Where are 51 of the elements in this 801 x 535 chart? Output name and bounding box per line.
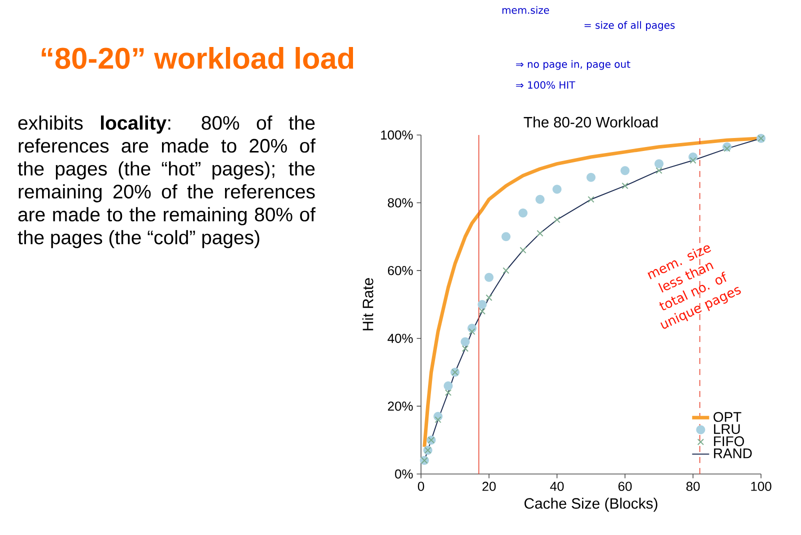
point [502, 267, 510, 274]
text: ⇒ no page in, page out [516, 60, 630, 70]
text: = size of all pages [584, 21, 675, 31]
point [654, 159, 664, 168]
point [724, 145, 730, 152]
text: exhibits locality: 80% of the references are made to 20% of the pages (the “hot” pages); the remaining 20% of the references are made to the remaining 80% of the pages (the “cold” pages) [18, 116, 316, 248]
point [478, 308, 486, 315]
text: ⇒ 100% HIT [516, 81, 576, 89]
point [518, 208, 528, 218]
point [536, 230, 544, 237]
y-tick-label: 100% [381, 130, 413, 140]
y-tick-label: 20% [388, 402, 413, 411]
x-tick-label: 20 [482, 482, 496, 491]
point [462, 345, 469, 352]
x-tick-label: 40 [550, 482, 564, 491]
point [468, 328, 476, 335]
y-tick-label: 60% [388, 266, 413, 276]
point [656, 167, 662, 174]
x-tick-label: 60 [618, 482, 632, 491]
point [586, 172, 596, 182]
point [444, 389, 452, 396]
point [554, 216, 560, 224]
y-axis-title: Hit Rate [362, 278, 374, 330]
chart-title: “80-20” workload load [42, 47, 354, 69]
legend-label: OPT [714, 412, 742, 422]
text: mem.size [502, 6, 550, 14]
legend-label: LRU [714, 424, 740, 434]
y-tick-label: 0% [395, 469, 413, 479]
point [536, 194, 545, 204]
y-tick-label: 40% [388, 334, 413, 343]
x-axis-title: Cache Size (Blocks) [524, 498, 658, 512]
point [502, 232, 511, 242]
point [622, 182, 628, 190]
point [460, 337, 470, 346]
point [520, 246, 526, 254]
chart-subtitle: The 80-20 Workload [524, 116, 658, 128]
point [690, 157, 696, 164]
x-tick-label: 0 [418, 482, 424, 491]
point [478, 300, 487, 309]
legend-label: RAND [714, 448, 752, 458]
point [552, 184, 562, 194]
point [620, 166, 630, 176]
y-tick-label: 80% [388, 198, 413, 208]
x-tick-label: 80 [686, 482, 700, 491]
point [444, 381, 453, 390]
point [434, 416, 442, 424]
point [588, 196, 594, 203]
point [484, 272, 494, 282]
legend-label: FIFO [714, 436, 744, 446]
point [486, 294, 492, 302]
x-tick-label: 100 [751, 482, 772, 491]
